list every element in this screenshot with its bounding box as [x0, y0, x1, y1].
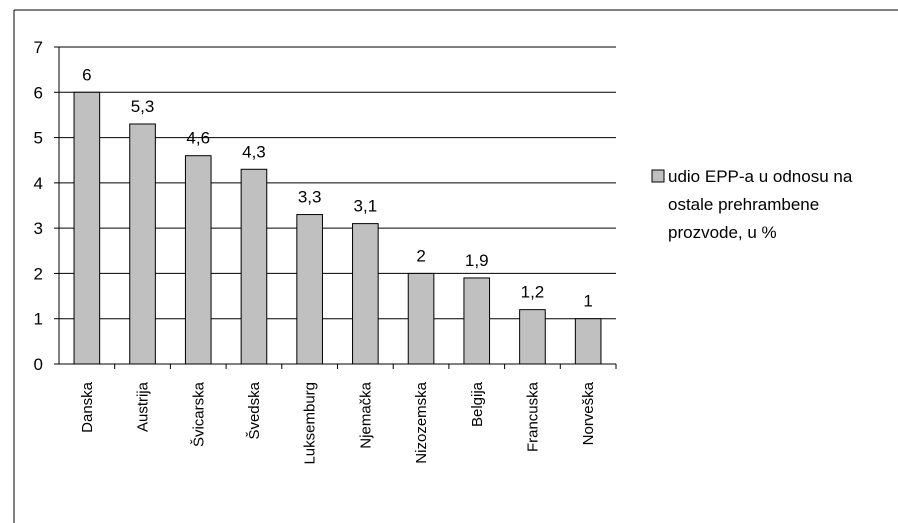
data-label: 6: [82, 65, 91, 84]
data-labels: 6 5,3 4,6 4,3 3,3 3,1 2 1,9 1,2 1: [82, 65, 593, 310]
x-category-label: Francuska: [524, 381, 541, 452]
x-category-label: Švedska: [246, 381, 263, 439]
bar: [184, 155, 212, 365]
bar: [240, 168, 268, 365]
data-label: 1: [583, 292, 592, 311]
bar: [519, 309, 546, 365]
x-category-label: Švicarska: [190, 381, 207, 447]
bar: [407, 272, 435, 365]
x-category-label: Austrija: [135, 381, 152, 432]
data-label: 5,3: [131, 97, 155, 116]
y-tick-label: 6: [34, 83, 43, 102]
y-tick-label: 2: [34, 264, 43, 283]
legend-label-line-3: prozvode, u %: [668, 223, 777, 242]
legend: udio EPP-a u odnosu na ostale prehramben…: [651, 167, 853, 242]
bar: [574, 318, 602, 365]
x-category-label: Norveška: [580, 381, 597, 445]
x-category-label: Njemačka: [357, 381, 374, 448]
legend-label-line-2: ostale prehrambene: [668, 195, 819, 214]
y-tick-label: 4: [34, 174, 43, 193]
y-tick-label: 3: [34, 219, 43, 238]
legend-label-line-1: udio EPP-a u odnosu na: [668, 167, 853, 186]
data-label: 4,3: [242, 142, 266, 161]
x-category-label: Danska: [79, 381, 96, 433]
data-label: 3,3: [298, 188, 322, 207]
x-category-label: Nizozemska: [413, 381, 430, 463]
data-label: 1,2: [521, 283, 545, 302]
legend-swatch: [651, 169, 665, 183]
bar: [352, 223, 379, 365]
y-tick-label: 7: [34, 38, 43, 57]
bars: [73, 91, 602, 365]
y-tick-label: 1: [34, 310, 43, 329]
data-label: 2: [416, 246, 425, 265]
x-category-label: Luksemburg: [302, 382, 319, 465]
data-label: 3,1: [354, 197, 378, 216]
bar: [296, 214, 323, 365]
data-label: 4,6: [186, 129, 210, 148]
y-tick-label: 5: [34, 129, 43, 148]
data-label: 1,9: [465, 251, 489, 270]
x-axis-category-labels: Danska Austrija Švicarska Švedska Luksemburg…: [79, 364, 617, 465]
bar: [129, 123, 156, 365]
y-axis-tick-labels: 0 1 2 3 4 5 6 7: [34, 38, 59, 374]
x-category-label: Belgija: [469, 381, 486, 427]
y-tick-label: 0: [34, 355, 43, 374]
bar: [73, 91, 101, 365]
bar: [463, 277, 491, 365]
